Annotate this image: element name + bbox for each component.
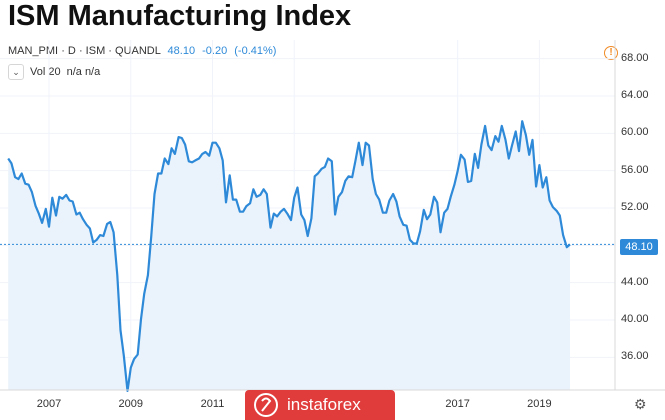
logo-icon [254, 393, 278, 417]
chart-title: ISM Manufacturing Index [8, 0, 352, 32]
volume-legend: ⌄ Vol 20 n/a n/a [8, 64, 100, 80]
y-tick-label: 56.00 [621, 163, 649, 176]
series-area [8, 121, 570, 391]
watermark-text: instaforex [287, 395, 361, 414]
y-tick-label: 44.00 [621, 275, 649, 288]
legend-separator: · [78, 45, 86, 57]
chevron-down-icon[interactable]: ⌄ [8, 64, 24, 80]
legend-separator: · [108, 45, 116, 57]
symbol-source: QUANDL [115, 45, 161, 57]
y-tick-label: 40.00 [621, 313, 649, 325]
symbol-change-pct: (-0.41%) [234, 45, 277, 57]
symbol-change: -0.20 [202, 45, 228, 57]
symbol-interval: D [67, 45, 76, 57]
y-tick-label: 60.00 [621, 126, 649, 139]
symbol-exchange: ISM [85, 45, 106, 57]
symbol-legend: MAN_PMI · D · ISM · QUANDL 48.10 -0.20 (… [8, 45, 276, 57]
symbol-last: 48.10 [167, 45, 196, 57]
volume-values: n/a n/a [66, 66, 101, 78]
y-tick-label: 36.00 [621, 350, 649, 363]
x-tick-label: 2009 [118, 398, 143, 410]
watermark-logo: instaforex [245, 390, 395, 420]
x-tick-label: 2007 [36, 398, 62, 410]
series-line[interactable] [7, 120, 571, 392]
legend-separator: · [61, 45, 68, 57]
gear-icon[interactable]: ⚙ [634, 396, 647, 412]
warning-icon[interactable]: ! [604, 46, 618, 60]
last-price-badge: 48.10 [620, 239, 658, 255]
y-tick-label: 64.00 [621, 89, 649, 101]
y-tick-label: 68.00 [621, 51, 649, 64]
y-tick-label: 52.00 [621, 201, 649, 213]
symbol-name[interactable]: MAN_PMI [8, 45, 59, 57]
x-tick-label: 2019 [527, 398, 552, 410]
volume-label: Vol 20 [30, 66, 61, 78]
x-tick-label: 2017 [445, 398, 470, 410]
x-tick-label: 2011 [200, 398, 225, 410]
